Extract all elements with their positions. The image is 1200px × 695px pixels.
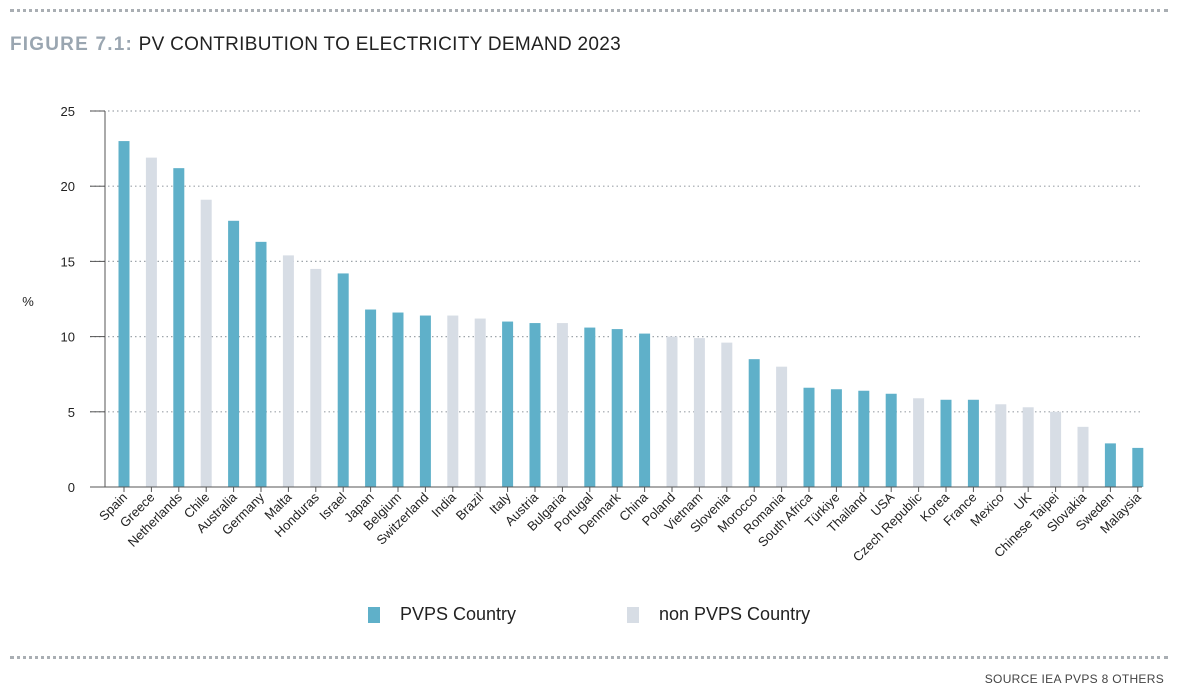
bar-thailand xyxy=(858,390,870,487)
bar-belgium xyxy=(392,312,404,487)
bar-türkiye xyxy=(830,389,842,487)
figure-title: FIGURE 7.1: PV CONTRIBUTION TO ELECTRICI… xyxy=(10,34,621,56)
bar-australia xyxy=(228,220,240,488)
bar-chile xyxy=(200,199,212,487)
bar-israel xyxy=(337,273,349,487)
source-note: SOURCE IEA PVPS 8 OTHERS xyxy=(984,672,1164,686)
figure-heading: PV CONTRIBUTION TO ELECTRICITY DEMAND 20… xyxy=(138,34,622,55)
bars xyxy=(118,141,1144,488)
y-tick-label: 25 xyxy=(61,104,75,119)
bar-chinese-taipei xyxy=(1050,411,1062,487)
bar-germany xyxy=(255,241,267,487)
y-tick-label: 10 xyxy=(61,330,75,345)
figure-number: FIGURE 7.1: xyxy=(10,34,133,55)
bar-malaysia xyxy=(1132,447,1144,487)
bar-honduras xyxy=(310,268,322,487)
bar-poland xyxy=(666,336,678,487)
y-tick-label: 5 xyxy=(68,405,75,420)
bar-malta xyxy=(282,255,294,487)
legend-label-non-pvps: non PVPS Country xyxy=(659,604,811,624)
bar-brazil xyxy=(474,318,486,487)
bottom-divider xyxy=(10,656,1168,659)
bar-bulgaria xyxy=(556,323,568,487)
bar-spain xyxy=(118,141,130,487)
x-axis-labels: SpainGreeceNetherlandsChileAustraliaGerm… xyxy=(96,487,1144,565)
bar-denmark xyxy=(611,329,623,487)
bar-sweden xyxy=(1104,443,1116,487)
bar-india xyxy=(447,315,459,487)
bar-italy xyxy=(502,321,514,487)
legend-swatch-non-pvps xyxy=(627,607,639,623)
y-axis-ticks: 0 5 10 15 20 25 xyxy=(61,104,105,495)
top-divider xyxy=(10,9,1168,12)
bar-china xyxy=(639,333,651,487)
bar-austria xyxy=(529,323,541,487)
y-tick-label: 20 xyxy=(61,179,75,194)
bar-mexico xyxy=(995,404,1007,487)
legend-swatch-pvps xyxy=(368,607,380,623)
y-tick-label: 15 xyxy=(61,254,75,269)
bar-czech-republic xyxy=(913,398,925,487)
bar-south-africa xyxy=(803,387,815,487)
x-tick-label: Brazil xyxy=(453,489,487,523)
y-axis-label: % xyxy=(22,294,34,309)
bar-portugal xyxy=(584,327,596,487)
bar-uk xyxy=(1022,407,1034,487)
bar-romania xyxy=(776,366,788,487)
y-tick-label: 0 xyxy=(68,480,75,495)
bar-switzerland xyxy=(419,315,431,487)
bar-greece xyxy=(145,157,157,487)
bar-korea xyxy=(940,399,952,487)
bar-usa xyxy=(885,393,897,487)
bar-morocco xyxy=(748,359,760,487)
bar-netherlands xyxy=(173,168,185,488)
bar-japan xyxy=(365,309,377,487)
bar-slovenia xyxy=(721,342,733,487)
bar-france xyxy=(967,399,979,487)
bar-slovakia xyxy=(1077,426,1089,487)
legend-label-pvps: PVPS Country xyxy=(400,604,517,624)
bar-chart: 0 5 10 15 20 25 SpainGreeceNetherlandsChileAu… xyxy=(22,104,1144,565)
bar-vietnam xyxy=(693,338,705,487)
